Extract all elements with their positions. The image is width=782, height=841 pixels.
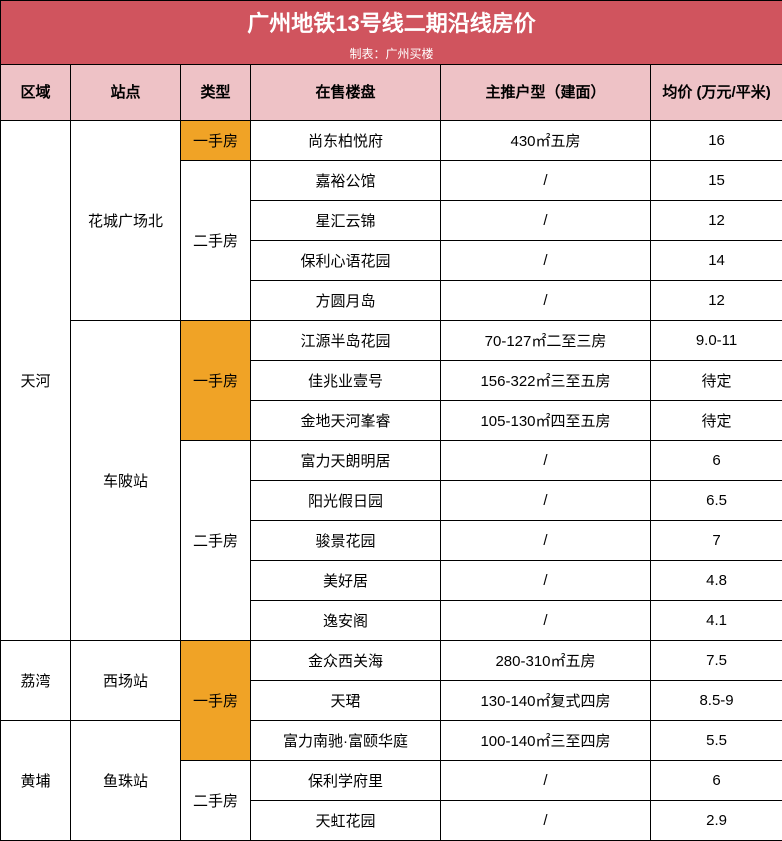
- cell-station: 车陂站: [71, 321, 181, 641]
- cell-type: 二手房: [181, 761, 251, 841]
- cell-price: 待定: [651, 401, 782, 441]
- cell-unit: 280-310㎡五房: [441, 641, 651, 681]
- cell-project: 天虹花园: [251, 801, 441, 841]
- col-header-station: 站点: [71, 65, 181, 121]
- subtitle-row: 制表：广州买楼: [1, 43, 782, 65]
- cell-price: 12: [651, 201, 782, 241]
- cell-region: 荔湾: [1, 641, 71, 721]
- header-row: 区域 站点 类型 在售楼盘 主推户型（建面） 均价 (万元/平米): [1, 65, 782, 121]
- cell-station: 西场站: [71, 641, 181, 721]
- cell-unit: /: [441, 241, 651, 281]
- cell-price: 12: [651, 281, 782, 321]
- cell-unit: 430㎡五房: [441, 121, 651, 161]
- cell-station: 花城广场北: [71, 121, 181, 321]
- cell-region: 天河: [1, 121, 71, 641]
- cell-type: 二手房: [181, 441, 251, 641]
- col-header-unit: 主推户型（建面）: [441, 65, 651, 121]
- cell-price: 16: [651, 121, 782, 161]
- cell-unit: 100-140㎡三至四房: [441, 721, 651, 761]
- table-row: 黄埔鱼珠站富力南驰·富颐华庭100-140㎡三至四房5.5: [1, 721, 782, 761]
- cell-unit: /: [441, 281, 651, 321]
- cell-region: 黄埔: [1, 721, 71, 841]
- cell-project: 佳兆业壹号: [251, 361, 441, 401]
- cell-unit: /: [441, 561, 651, 601]
- cell-unit: 105-130㎡四至五房: [441, 401, 651, 441]
- table-row: 荔湾西场站一手房金众西关海280-310㎡五房7.5: [1, 641, 782, 681]
- cell-price: 4.1: [651, 601, 782, 641]
- cell-project: 逸安阁: [251, 601, 441, 641]
- cell-project: 江源半岛花园: [251, 321, 441, 361]
- cell-unit: 70-127㎡二至三房: [441, 321, 651, 361]
- col-header-region: 区域: [1, 65, 71, 121]
- cell-unit: /: [441, 481, 651, 521]
- cell-unit: /: [441, 801, 651, 841]
- title-row: 广州地铁13号线二期沿线房价: [1, 1, 782, 43]
- cell-project: 保利心语花园: [251, 241, 441, 281]
- cell-project: 金地天河峯睿: [251, 401, 441, 441]
- cell-type: 一手房: [181, 121, 251, 161]
- cell-project: 保利学府里: [251, 761, 441, 801]
- cell-type: 一手房: [181, 641, 251, 761]
- cell-project: 富力天朗明居: [251, 441, 441, 481]
- cell-price: 2.9: [651, 801, 782, 841]
- cell-price: 7: [651, 521, 782, 561]
- cell-price: 6.5: [651, 481, 782, 521]
- cell-price: 7.5: [651, 641, 782, 681]
- cell-station: 鱼珠站: [71, 721, 181, 841]
- cell-price: 9.0-11: [651, 321, 782, 361]
- col-header-type: 类型: [181, 65, 251, 121]
- cell-unit: /: [441, 441, 651, 481]
- cell-unit: /: [441, 161, 651, 201]
- cell-project: 金众西关海: [251, 641, 441, 681]
- price-table: 广州地铁13号线二期沿线房价 制表：广州买楼 区域 站点 类型 在售楼盘 主推户…: [0, 0, 782, 841]
- cell-unit: /: [441, 201, 651, 241]
- cell-project: 方圆月岛: [251, 281, 441, 321]
- price-table-container: 广州地铁13号线二期沿线房价 制表：广州买楼 区域 站点 类型 在售楼盘 主推户…: [0, 0, 782, 841]
- cell-price: 15: [651, 161, 782, 201]
- cell-project: 骏景花园: [251, 521, 441, 561]
- cell-unit: 130-140㎡复式四房: [441, 681, 651, 721]
- cell-type: 一手房: [181, 321, 251, 441]
- cell-project: 星汇云锦: [251, 201, 441, 241]
- table-subtitle: 制表：广州买楼: [1, 43, 782, 65]
- table-body: 广州地铁13号线二期沿线房价 制表：广州买楼 区域 站点 类型 在售楼盘 主推户…: [1, 1, 782, 841]
- cell-price: 8.5-9: [651, 681, 782, 721]
- cell-project: 阳光假日园: [251, 481, 441, 521]
- cell-project: 富力南驰·富颐华庭: [251, 721, 441, 761]
- cell-project: 尚东柏悦府: [251, 121, 441, 161]
- cell-unit: /: [441, 521, 651, 561]
- cell-price: 4.8: [651, 561, 782, 601]
- table-title: 广州地铁13号线二期沿线房价: [1, 1, 782, 43]
- cell-price: 6: [651, 761, 782, 801]
- table-row: 天河花城广场北一手房尚东柏悦府430㎡五房16: [1, 121, 782, 161]
- cell-unit: 156-322㎡三至五房: [441, 361, 651, 401]
- cell-project: 美好居: [251, 561, 441, 601]
- cell-unit: /: [441, 761, 651, 801]
- cell-project: 天珺: [251, 681, 441, 721]
- cell-price: 待定: [651, 361, 782, 401]
- cell-type: 二手房: [181, 161, 251, 321]
- cell-price: 14: [651, 241, 782, 281]
- cell-price: 6: [651, 441, 782, 481]
- cell-price: 5.5: [651, 721, 782, 761]
- cell-unit: /: [441, 601, 651, 641]
- cell-project: 嘉裕公馆: [251, 161, 441, 201]
- table-row: 车陂站一手房江源半岛花园70-127㎡二至三房9.0-11: [1, 321, 782, 361]
- col-header-project: 在售楼盘: [251, 65, 441, 121]
- col-header-price: 均价 (万元/平米): [651, 65, 782, 121]
